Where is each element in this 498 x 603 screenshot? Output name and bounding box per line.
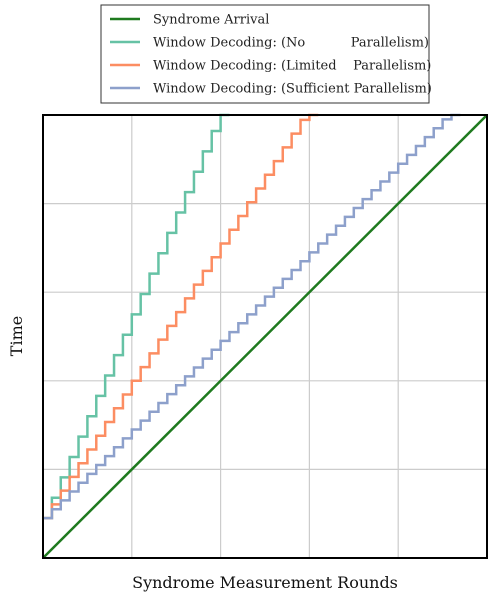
plot-frame bbox=[42, 114, 488, 559]
series-line-3 bbox=[43, 113, 461, 520]
series-line-2 bbox=[43, 113, 319, 520]
series-line-0 bbox=[42, 114, 488, 559]
legend-box bbox=[100, 4, 430, 104]
grid-lines bbox=[43, 115, 487, 558]
y-axis-label: Time bbox=[7, 316, 26, 356]
series-line-1 bbox=[43, 113, 230, 520]
legend-label-2: Window Decoding: (Limited Parallelism) bbox=[153, 59, 431, 74]
x-axis-label: Syndrome Measurement Rounds bbox=[132, 573, 398, 592]
legend-label-3: Window Decoding: (Sufficient Parallelism… bbox=[153, 82, 432, 97]
series-group bbox=[42, 113, 488, 559]
legend: Syndrome Arrival Window Decoding: (No Par… bbox=[100, 4, 432, 104]
legend-label-1: Window Decoding: (No Parallelism) bbox=[153, 36, 429, 51]
legend-label-0: Syndrome Arrival bbox=[153, 13, 269, 28]
